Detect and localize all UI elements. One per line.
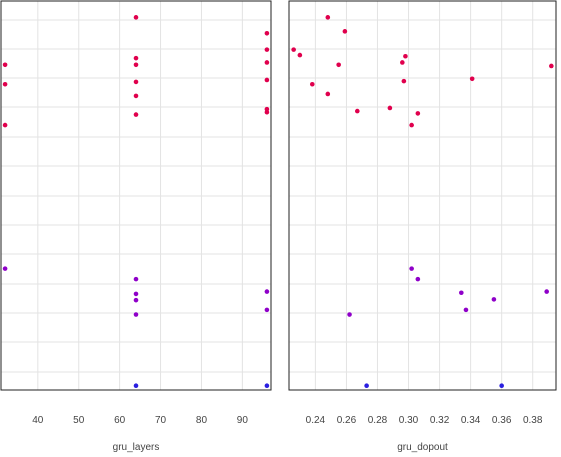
plot-frame-2 bbox=[288, 0, 557, 391]
data-point bbox=[325, 91, 331, 97]
data-point bbox=[291, 47, 296, 52]
data-point bbox=[264, 30, 270, 36]
x-tick-label: 70 bbox=[155, 415, 167, 426]
data-point bbox=[459, 290, 464, 296]
data-point bbox=[264, 383, 270, 389]
x-tick-label: 0.24 bbox=[306, 415, 326, 426]
data-point bbox=[2, 81, 8, 87]
data-point bbox=[463, 307, 469, 313]
data-point bbox=[336, 62, 341, 68]
x-tick-label: 90 bbox=[237, 415, 249, 426]
data-point bbox=[400, 60, 405, 65]
x-tick-label: 0.30 bbox=[399, 415, 419, 426]
x-tick-label: 40 bbox=[32, 415, 44, 426]
x-tick-label: 80 bbox=[196, 415, 208, 426]
data-point bbox=[133, 276, 139, 282]
x-tick-label: 0.38 bbox=[523, 415, 543, 426]
data-point bbox=[133, 297, 139, 303]
data-point bbox=[133, 312, 139, 317]
data-point bbox=[133, 383, 139, 389]
data-point bbox=[133, 55, 139, 61]
data-point bbox=[415, 276, 421, 282]
x-tick-label: 0.34 bbox=[461, 415, 481, 426]
data-point bbox=[325, 15, 331, 20]
data-point bbox=[264, 60, 270, 65]
data-point bbox=[309, 81, 315, 87]
data-point bbox=[549, 63, 554, 69]
data-point bbox=[264, 77, 270, 83]
data-point bbox=[2, 62, 8, 68]
data-point bbox=[133, 62, 139, 68]
data-point bbox=[133, 79, 139, 85]
data-point bbox=[387, 105, 393, 111]
x-tick-label: 0.36 bbox=[492, 415, 512, 426]
data-point bbox=[2, 122, 8, 128]
data-point bbox=[415, 111, 421, 116]
data-point bbox=[2, 266, 8, 271]
data-point bbox=[409, 266, 414, 271]
x-tick-label: 0.28 bbox=[368, 415, 388, 426]
x-tick-label: 60 bbox=[114, 415, 126, 426]
data-point bbox=[499, 383, 504, 389]
data-point bbox=[297, 52, 303, 58]
data-point bbox=[133, 93, 139, 99]
data-point bbox=[409, 122, 414, 128]
x-axis-label-2: gru_dopout bbox=[397, 442, 448, 453]
data-point bbox=[133, 15, 139, 20]
x-axis-label-1: gru_layers bbox=[113, 442, 160, 453]
data-point bbox=[347, 312, 352, 317]
data-point bbox=[401, 78, 407, 84]
data-point bbox=[133, 112, 139, 117]
data-point bbox=[264, 47, 270, 52]
data-point bbox=[469, 76, 475, 82]
plot-frame-1 bbox=[0, 0, 272, 391]
data-point bbox=[264, 307, 270, 313]
x-tick-label: 0.26 bbox=[337, 415, 357, 426]
data-point bbox=[264, 109, 270, 115]
x-tick-label: 50 bbox=[73, 415, 85, 426]
data-point bbox=[133, 291, 139, 297]
data-point bbox=[403, 53, 408, 59]
data-point bbox=[264, 289, 270, 294]
data-point bbox=[342, 29, 348, 34]
x-tick-label: 0.32 bbox=[430, 415, 450, 426]
data-point bbox=[355, 108, 360, 114]
data-point bbox=[364, 383, 369, 389]
data-point bbox=[544, 289, 549, 294]
data-point bbox=[491, 297, 497, 302]
